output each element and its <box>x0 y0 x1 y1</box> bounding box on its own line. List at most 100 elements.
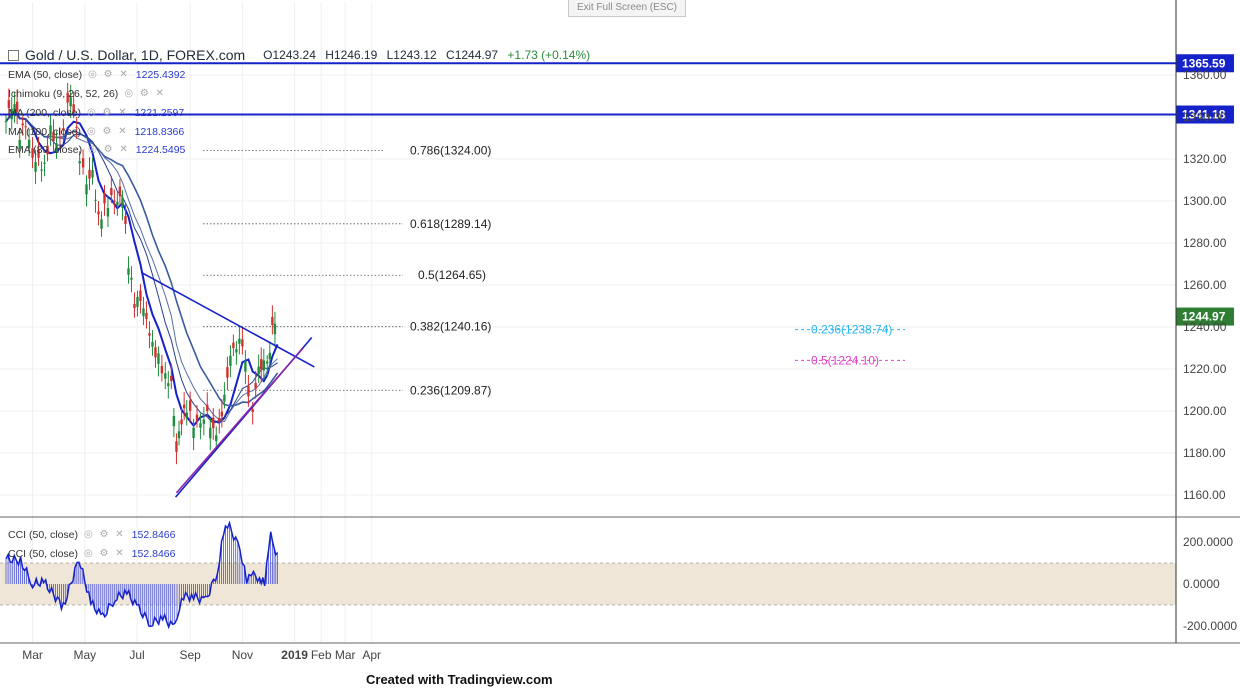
price-bar <box>52 131 55 142</box>
price-bar <box>21 123 24 126</box>
price-bar <box>257 366 260 375</box>
y-tick-label: 1320.00 <box>1183 152 1227 166</box>
price-bar <box>49 125 52 136</box>
indicator-legend-ma200[interactable]: MA (200, close) ◎ ⚙ ✕ 1221.2597 <box>8 105 184 120</box>
cci-legend-2[interactable]: CCI (50, close) ◎ ⚙ ✕ 152.8466 <box>8 546 175 561</box>
y-tick-label: 1200.00 <box>1183 404 1227 418</box>
price-bar <box>175 441 178 452</box>
price-bar <box>188 400 192 411</box>
price-bar <box>185 412 188 419</box>
price-bar <box>247 386 250 397</box>
trendlines[interactable] <box>140 271 315 498</box>
fibonacci-extension: 0.236(1238.74) 0.5(1224.10) <box>795 323 905 367</box>
price-bar <box>142 308 145 317</box>
price-bar <box>145 312 148 319</box>
price-bar <box>37 149 40 158</box>
price-bar <box>130 277 133 280</box>
fib-ext-label: 0.236(1238.74) <box>811 323 892 337</box>
x-tick-label: Nov <box>232 648 253 662</box>
price-bar <box>124 215 127 225</box>
price-bar <box>218 417 221 422</box>
horizontal-levels[interactable]: 1365.59 1341.18 1244.97 <box>0 54 1234 326</box>
cci-y-tick-label: 200.0000 <box>1183 535 1233 549</box>
fib-level-label: 0.5(1264.65) <box>418 268 486 282</box>
x-tick-label: Feb <box>311 648 332 662</box>
indicator-legend-ema89[interactable]: EMA (89, close) ◎ ⚙ ✕ 1224.5495 <box>8 142 185 157</box>
price-bar <box>232 342 235 349</box>
price-bar <box>88 169 91 179</box>
price-bar <box>116 201 119 206</box>
indicator-buttons-icon[interactable]: ◎ ⚙ ✕ <box>124 88 166 99</box>
price-bar <box>241 339 244 347</box>
price-bar <box>229 355 232 366</box>
indicator-buttons-icon[interactable]: ◎ ⚙ ✕ <box>88 69 130 80</box>
change-value: +1.73 (+0.14%) <box>507 48 591 62</box>
price-bar <box>238 338 241 344</box>
indicator-buttons-icon[interactable]: ◎ ⚙ ✕ <box>88 144 130 155</box>
price-bar <box>148 333 151 336</box>
price-bar <box>15 101 19 112</box>
price-bar <box>133 303 136 309</box>
price-bar <box>192 427 195 439</box>
indicator-legend-ichimoku[interactable]: Ichimoku (9, 26, 52, 26) ◎ ⚙ ✕ <box>8 86 172 101</box>
price-bar <box>154 347 157 358</box>
level-price-tag <box>1176 54 1234 73</box>
price-bar <box>40 169 43 171</box>
trendline-lower-parallel <box>175 347 304 494</box>
price-bar <box>31 148 34 158</box>
indicator-label: Ichimoku (9, 26, 52, 26) <box>8 87 119 100</box>
indicator-buttons-icon[interactable]: ◎ ⚙ ✕ <box>84 548 126 559</box>
level-price-tag <box>1176 105 1234 124</box>
price-bar <box>268 352 272 360</box>
cci-label: CCI (50, close) <box>8 528 79 541</box>
fibonacci-retracement: 0.786(1324.00) 0.618(1289.14) 0.5(1264.65)… <box>203 144 491 397</box>
level-price-label: 1365.59 <box>1182 56 1226 70</box>
indicator-legend-ma100[interactable]: MA (100, close) ◎ ⚙ ✕ 1218.8366 <box>8 124 184 139</box>
level-price-label: 1341.18 <box>1182 108 1226 122</box>
price-bar <box>78 161 81 164</box>
y-tick-label: 1160.00 <box>1183 488 1226 502</box>
cci-label: CCI (50, close) <box>8 547 79 560</box>
price-bar <box>260 359 263 370</box>
price-bar <box>118 186 122 197</box>
price-bar <box>266 361 269 364</box>
price-bar <box>235 349 238 353</box>
footer-credit: Created with Tradingview.com <box>366 672 553 687</box>
indicator-legend-ema50[interactable]: EMA (50, close) ◎ ⚙ ✕ 1225.4392 <box>8 67 185 82</box>
y-tick-label: 1180.00 <box>1183 446 1226 460</box>
price-bar <box>85 184 88 195</box>
symbol-title[interactable]: Gold / U.S. Dollar, 1D, FOREX.com <box>25 47 246 63</box>
cci-y-tick-label: 0.0000 <box>1183 577 1220 591</box>
cci-legend[interactable]: CCI (50, close) ◎ ⚙ ✕ 152.8466 <box>8 527 175 542</box>
y-tick-label: 1260.00 <box>1183 278 1227 292</box>
price-bar <box>215 435 218 442</box>
collapse-icon[interactable] <box>8 49 19 61</box>
indicator-buttons-icon[interactable]: ◎ ⚙ ✕ <box>86 107 129 118</box>
x-tick-label: Apr <box>362 648 381 662</box>
price-bar <box>113 200 116 202</box>
price-bar <box>69 97 72 107</box>
fib-level-label: 0.236(1209.87) <box>410 383 491 397</box>
price-bar <box>97 211 100 215</box>
chart-header: Gold / U.S. Dollar, 1D, FOREX.com O1243.… <box>8 45 596 65</box>
indicator-value: 1224.5495 <box>135 143 186 156</box>
low-value: L1243.12 <box>386 48 437 62</box>
grid-lines <box>0 2 1176 643</box>
indicator-buttons-icon[interactable]: ◎ ⚙ ✕ <box>86 126 129 137</box>
price-bar <box>103 193 106 204</box>
y-tick-label: 1280.00 <box>1183 236 1227 250</box>
exit-fullscreen-button[interactable]: Exit Full Screen (ESC) <box>568 0 686 17</box>
price-bar <box>94 199 97 201</box>
indicator-value: 1218.8366 <box>134 125 185 138</box>
ohlc-readout: O1243.24 H1246.19 L1243.12 C1244.97 +1.7… <box>263 48 596 62</box>
price-bar <box>254 382 257 389</box>
price-bar <box>223 394 226 402</box>
cci-value: 152.8466 <box>131 528 176 541</box>
fib-level-label: 0.786(1324.00) <box>410 144 491 158</box>
price-bar <box>121 197 124 208</box>
x-tick-label: May <box>73 648 96 662</box>
price-bar <box>127 268 130 275</box>
price-bar <box>172 415 176 427</box>
indicator-buttons-icon[interactable]: ◎ ⚙ ✕ <box>84 529 126 540</box>
